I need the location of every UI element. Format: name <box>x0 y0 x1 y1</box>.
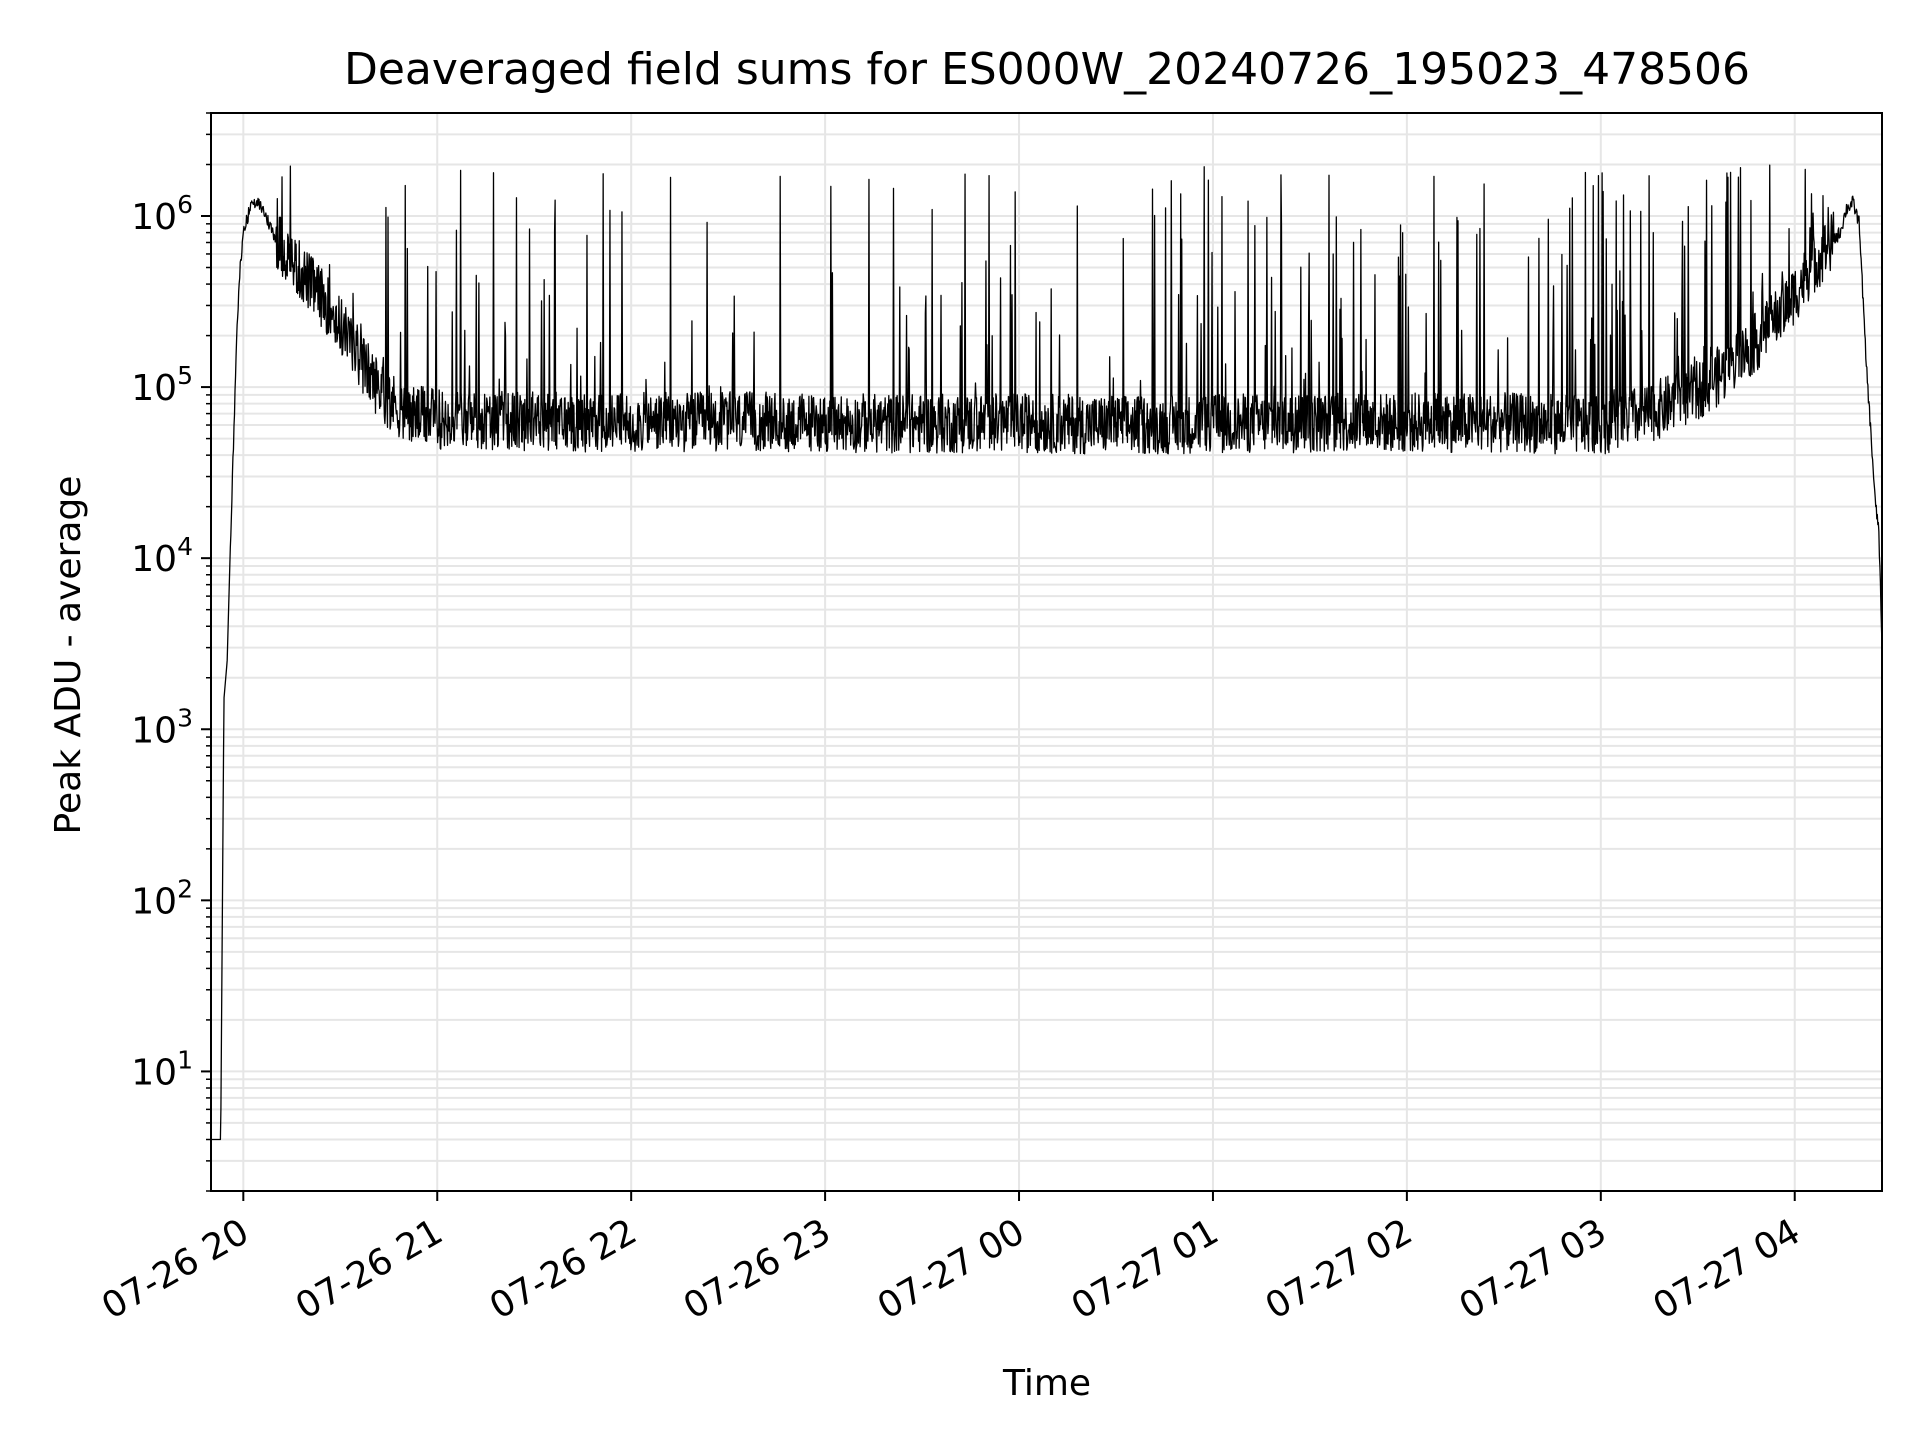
y-tick-label: 103 <box>131 703 193 751</box>
y-tick-label: 106 <box>131 190 193 238</box>
y-tick-label: 104 <box>131 532 193 580</box>
y-tick-label: 105 <box>131 361 193 409</box>
x-axis-label: Time <box>1002 1363 1091 1404</box>
y-axis-label: Peak ADU - average <box>48 476 89 835</box>
y-tick-label: 102 <box>131 874 193 922</box>
y-tick-label: 101 <box>131 1045 193 1093</box>
series-layer <box>210 164 1883 1141</box>
y-axis: 101 102 103 104 105 106 <box>131 112 211 1192</box>
chart-title: Deaveraged field sums for ES000W_2024072… <box>344 44 1750 95</box>
plot-frame <box>210 112 1883 1192</box>
series-line <box>210 164 1883 1141</box>
